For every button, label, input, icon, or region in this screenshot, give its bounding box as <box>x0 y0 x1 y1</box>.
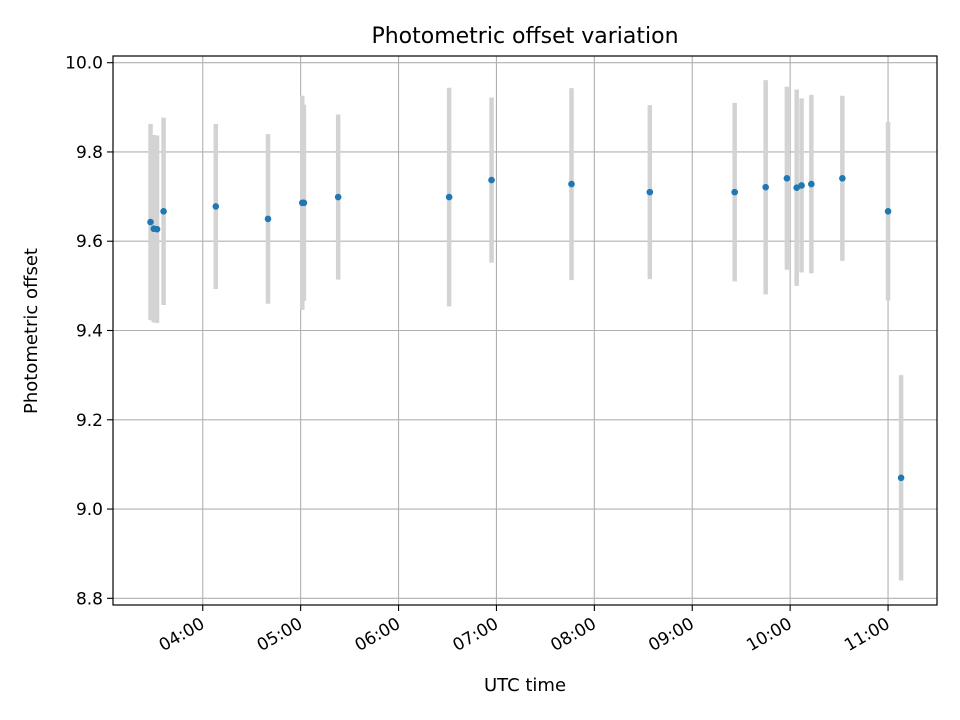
data-point <box>798 182 805 189</box>
x-axis-label: UTC time <box>484 675 566 696</box>
data-point <box>445 193 453 201</box>
chart-title: Photometric offset variation <box>371 24 678 49</box>
data-point <box>160 208 167 215</box>
y-tick-label: 9.2 <box>76 411 103 431</box>
data-point <box>212 203 220 210</box>
data-point <box>839 174 846 182</box>
data-point <box>568 180 575 188</box>
data-point <box>300 199 308 207</box>
data-point <box>762 183 769 191</box>
data-point <box>153 225 161 233</box>
y-axis-ticks: 8.8 9.0 9.2 9.4 9.6 9.8 10.0 <box>65 54 113 609</box>
y-tick-label: 9.0 <box>76 500 103 520</box>
data-point <box>884 208 892 215</box>
y-axis-label: Photometric offset <box>21 248 42 414</box>
data-point <box>488 176 495 184</box>
data-point <box>147 218 154 226</box>
data-point <box>808 180 815 188</box>
data-markers <box>147 174 905 482</box>
data-point <box>646 188 654 196</box>
data-point <box>783 174 791 182</box>
y-tick-label: 9.4 <box>76 322 103 342</box>
data-point <box>731 188 738 196</box>
y-tick-label: 8.8 <box>76 589 103 609</box>
data-point <box>897 474 905 482</box>
y-tick-label: 10.0 <box>65 54 103 74</box>
data-point <box>334 193 342 201</box>
y-tick-label: 9.8 <box>76 143 103 163</box>
y-tick-label: 9.6 <box>76 232 103 252</box>
data-point <box>264 215 272 223</box>
